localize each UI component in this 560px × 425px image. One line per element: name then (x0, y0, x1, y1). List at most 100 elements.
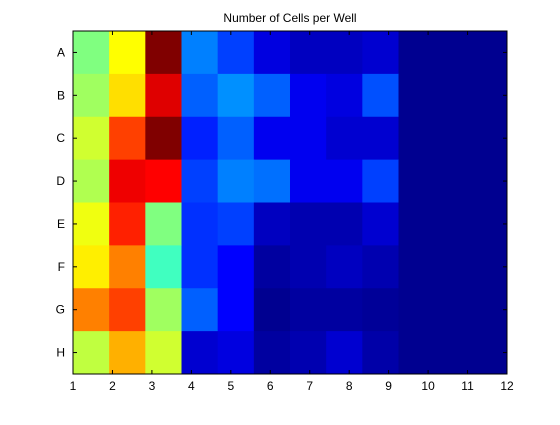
x-axis-ticks: 1 2 3 4 5 6 7 8 9 10 11 12 (70, 31, 514, 393)
heatmap-cell-e-8 (326, 202, 363, 246)
x-tick-label-9: 9 (385, 379, 392, 393)
x-tick-label-11: 11 (461, 379, 474, 393)
heatmap-cell-h-1 (73, 331, 110, 375)
heatmap-cell-h-3 (145, 331, 182, 375)
heatmap-cell-e-6 (253, 202, 291, 246)
heatmap-cell-a-6 (253, 31, 291, 75)
heatmap-cell-b-9 (362, 73, 399, 118)
heatmap-cell-e-5 (217, 202, 255, 246)
heatmap-cell-c-5 (217, 116, 255, 161)
heatmap-cell-a-2 (109, 31, 146, 75)
heatmap-cell-g-10 (398, 288, 436, 332)
heatmap-cell-e-11 (434, 202, 472, 246)
heatmap-cell-h-10 (398, 331, 436, 375)
x-tick-label-5: 5 (227, 379, 234, 393)
heatmap-cell-f-10 (398, 245, 436, 289)
chart-title: Number of Cells per Well (223, 11, 356, 25)
heatmap-cell-d-11 (434, 159, 472, 204)
heatmap-cell-b-2 (109, 73, 146, 118)
x-tick-label-4: 4 (188, 379, 195, 393)
heatmap-cell-a-3 (145, 31, 182, 75)
heatmap-cell-f-3 (145, 245, 182, 289)
heatmap-cell-d-12 (470, 159, 508, 204)
heatmap-cell-h-6 (253, 331, 291, 375)
x-tick-label-3: 3 (149, 379, 156, 393)
heatmap-cell-f-4 (181, 245, 219, 289)
heatmap-cell-d-8 (326, 159, 363, 204)
heatmap-cell-g-4 (181, 288, 219, 332)
heatmap-cell-e-1 (73, 202, 110, 246)
heatmap-cell-h-8 (326, 331, 363, 375)
heatmap-cell-f-11 (434, 245, 472, 289)
heatmap-cell-e-9 (362, 202, 399, 246)
heatmap-cell-d-5 (217, 159, 255, 204)
heatmap-cell-h-5 (217, 331, 255, 375)
heatmap-cell-g-3 (145, 288, 182, 332)
y-tick-label-e: E (57, 217, 65, 231)
heatmap-cells (73, 31, 508, 375)
heatmap-cell-a-4 (181, 31, 219, 75)
heatmap-cell-g-12 (470, 288, 508, 332)
x-tick-label-10: 10 (421, 379, 435, 393)
heatmap-cell-e-10 (398, 202, 436, 246)
heatmap-cell-d-4 (181, 159, 219, 204)
heatmap-cell-b-7 (290, 73, 327, 118)
heatmap-cell-a-9 (362, 31, 399, 75)
heatmap-cell-f-2 (109, 245, 146, 289)
x-tick-label-12: 12 (500, 379, 514, 393)
heatmap-cell-h-7 (290, 331, 327, 375)
heatmap-cell-e-4 (181, 202, 219, 246)
heatmap-cell-b-6 (253, 73, 291, 118)
heatmap-cell-c-3 (145, 116, 182, 161)
heatmap-cell-g-6 (253, 288, 291, 332)
heatmap-cell-b-12 (470, 73, 508, 118)
heatmap-cell-h-9 (362, 331, 399, 375)
heatmap-cell-h-12 (470, 331, 508, 375)
heatmap-cell-d-2 (109, 159, 146, 204)
heatmap-cell-g-11 (434, 288, 472, 332)
heatmap-cell-c-11 (434, 116, 472, 161)
heatmap-cell-g-5 (217, 288, 255, 332)
heatmap-cell-b-4 (181, 73, 219, 118)
y-tick-label-b: B (57, 88, 65, 102)
heatmap-cell-b-3 (145, 73, 182, 118)
heatmap-cell-d-6 (253, 159, 291, 204)
heatmap-cell-a-1 (73, 31, 110, 75)
heatmap-cell-d-10 (398, 159, 436, 204)
heatmap-cell-f-1 (73, 245, 110, 289)
heatmap-cell-g-2 (109, 288, 146, 332)
heatmap-cell-e-7 (290, 202, 327, 246)
heatmap-cell-c-7 (290, 116, 327, 161)
y-tick-label-f: F (58, 260, 65, 274)
heatmap-cell-g-1 (73, 288, 110, 332)
heatmap-cell-d-9 (362, 159, 399, 204)
heatmap-cell-h-11 (434, 331, 472, 375)
heatmap-cell-d-7 (290, 159, 327, 204)
heatmap-cell-b-8 (326, 73, 363, 118)
heatmap-cell-c-12 (470, 116, 508, 161)
y-tick-label-d: D (56, 174, 65, 188)
x-tick-label-1: 1 (70, 379, 77, 393)
heatmap-cell-e-2 (109, 202, 146, 246)
heatmap-cell-f-7 (290, 245, 327, 289)
heatmap-cell-c-10 (398, 116, 436, 161)
heatmap-cell-c-1 (73, 116, 110, 161)
heatmap-cell-a-5 (217, 31, 255, 75)
heatmap-cell-c-8 (326, 116, 363, 161)
x-tick-label-6: 6 (267, 379, 274, 393)
heatmap-cell-e-12 (470, 202, 508, 246)
heatmap-cell-c-4 (181, 116, 219, 161)
heatmap-cell-a-11 (434, 31, 472, 75)
heatmap-cell-c-2 (109, 116, 146, 161)
heatmap-cell-e-3 (145, 202, 182, 246)
y-tick-label-g: G (56, 303, 65, 317)
heatmap-cell-f-9 (362, 245, 399, 289)
heatmap-cell-h-2 (109, 331, 146, 375)
x-tick-label-8: 8 (346, 379, 353, 393)
heatmap-cell-d-1 (73, 159, 110, 204)
heatmap-cell-b-5 (217, 73, 255, 118)
plot-frame (72, 30, 508, 375)
heatmap-cell-f-5 (217, 245, 255, 289)
